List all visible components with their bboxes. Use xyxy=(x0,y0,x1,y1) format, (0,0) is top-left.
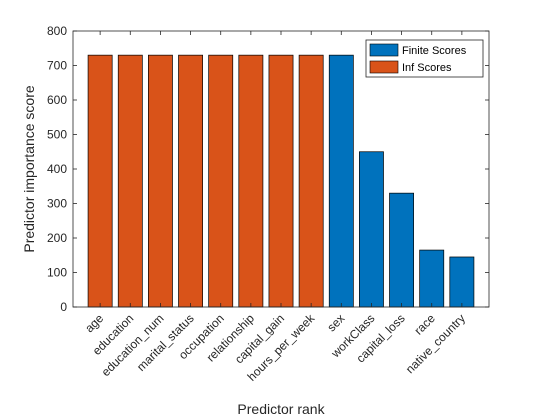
y-tick-label: 300 xyxy=(47,197,67,211)
legend: Finite Scores Inf Scores xyxy=(365,39,484,78)
y-tick-label: 500 xyxy=(47,128,67,142)
bar-finite-scores-sex xyxy=(328,54,354,308)
bar-inf-scores-hours-per-week xyxy=(298,54,324,308)
legend-label-finite-scores: Finite Scores xyxy=(402,45,467,57)
y-tick-label: 700 xyxy=(47,59,67,73)
y-axis-ticks: 0 100 200 300 400 500 600 700 800 xyxy=(47,24,489,314)
bar-finite-scores-native-country xyxy=(449,256,475,308)
y-axis-label: Predictor importance score xyxy=(21,85,37,253)
y-tick-label: 100 xyxy=(47,266,67,280)
y-tick-label: 400 xyxy=(47,162,67,176)
bar-inf-scores-education-num xyxy=(148,54,173,308)
bar-inf-scores-age xyxy=(87,54,113,308)
x-axis-label: Predictor rank xyxy=(237,401,325,417)
bar-inf-scores-relationship xyxy=(238,54,264,308)
x-tick-label-sex: sex xyxy=(324,311,347,334)
bar-finite-scores-capital-loss xyxy=(389,192,414,308)
bars-group xyxy=(87,54,475,308)
y-tick-label: 800 xyxy=(47,24,67,38)
bar-inf-scores-education xyxy=(117,54,143,308)
bar-inf-scores-marital-status xyxy=(178,54,203,308)
bar-inf-scores-capital-gain xyxy=(268,54,294,308)
legend-label-inf-scores: Inf Scores xyxy=(402,62,452,74)
y-tick-label: 0 xyxy=(60,300,67,314)
x-tick-label-race: race xyxy=(411,311,438,338)
plot-frame xyxy=(72,30,490,308)
bar-inf-scores-occupation xyxy=(208,54,234,308)
legend-swatch-finite-scores xyxy=(369,43,399,57)
bar-finite-scores-workClass xyxy=(359,151,384,308)
y-tick-label: 200 xyxy=(47,231,67,245)
x-tick-label-age: age xyxy=(82,311,106,335)
bar-finite-scores-race xyxy=(419,249,445,308)
legend-swatch-inf-scores xyxy=(369,60,399,74)
y-tick-label: 600 xyxy=(47,93,67,107)
